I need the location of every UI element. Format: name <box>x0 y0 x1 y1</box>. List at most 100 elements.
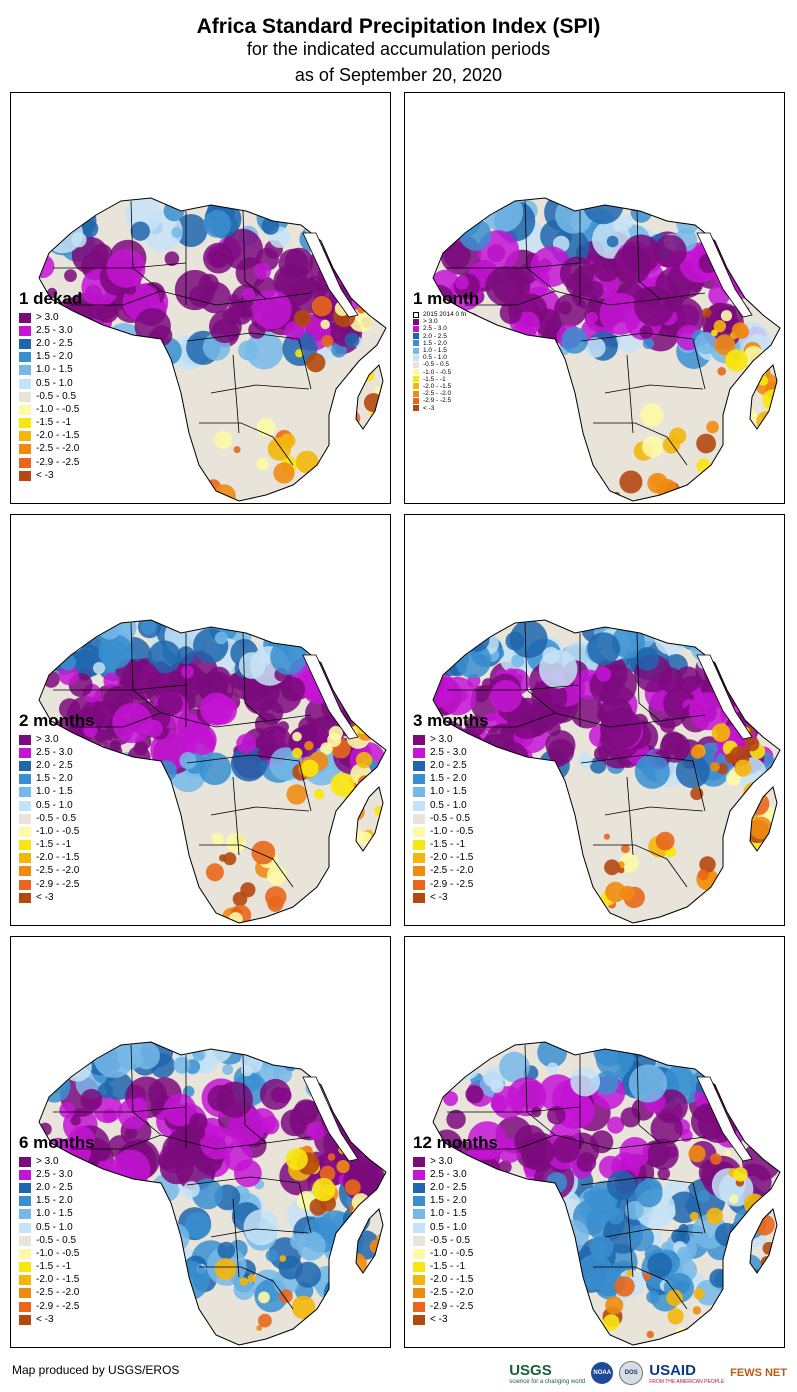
dry-anomaly-patch <box>750 360 768 378</box>
legend-label: < -3 <box>423 404 435 412</box>
wet-anomaly-patch <box>357 1100 379 1122</box>
dry-anomaly-patch <box>306 353 326 373</box>
wet-anomaly-patch <box>508 1236 540 1269</box>
credit-text: Map produced by USGS/EROS <box>12 1363 180 1377</box>
red-sea <box>302 654 359 740</box>
wet-anomaly-patch <box>80 1088 103 1111</box>
usaid-logo: USAID FROM THE AMERICAN PEOPLE <box>649 1362 724 1385</box>
legend-item: < -3 <box>19 891 79 904</box>
africa-map-6months <box>38 1041 387 1346</box>
wet-anomaly-patch <box>653 234 687 268</box>
logo-strip: USGS science for a changing world NOAA D… <box>509 1361 787 1385</box>
country-border <box>186 1176 300 1186</box>
wet-anomaly-patch <box>58 215 70 227</box>
dry-anomaly-patch <box>766 838 777 849</box>
country-border <box>604 1228 704 1238</box>
legend-item: -1.5 - -1 <box>413 376 466 383</box>
legend-label: > 3.0 <box>36 311 59 323</box>
legend-item: -2.5 - -2.0 <box>19 1287 79 1300</box>
wet-anomaly-patch <box>433 623 464 658</box>
legend-swatch <box>413 1262 425 1273</box>
wet-anomaly-patch <box>64 269 77 282</box>
wet-anomaly-patch <box>620 1107 641 1128</box>
wet-anomaly-patch <box>509 1197 539 1227</box>
legend-item: -1.0 - -0.5 <box>413 369 466 376</box>
country-border <box>465 290 556 306</box>
legend-label: -1.5 - -1 <box>36 417 72 429</box>
wet-anomaly-patch <box>160 1223 190 1253</box>
legend-swatch <box>19 774 31 785</box>
wet-anomaly-patch <box>634 753 670 789</box>
wet-anomaly-patch <box>489 680 523 713</box>
panel-label: 12 months <box>413 1133 499 1152</box>
wet-anomaly-patch <box>607 1116 625 1134</box>
wet-anomaly-patch <box>576 1254 614 1291</box>
legend-label: -1.0 - -0.5 <box>36 825 80 837</box>
legend-swatch <box>413 390 419 397</box>
legend-swatch <box>413 1301 425 1312</box>
dry-anomaly-patch <box>351 1193 370 1212</box>
dry-anomaly-patch <box>605 1296 624 1315</box>
dry-anomaly-patch <box>349 366 366 382</box>
dry-anomaly-patch <box>211 832 224 845</box>
legend-label: -2.9 - -2.5 <box>423 397 452 405</box>
country-border <box>554 290 706 306</box>
wet-anomaly-patch <box>297 620 334 648</box>
wet-anomaly-patch <box>433 1042 458 1067</box>
legend-item: 2.5 - 3.0 <box>19 746 79 759</box>
wet-anomaly-patch <box>119 1259 144 1284</box>
wet-anomaly-patch <box>262 621 283 642</box>
panel-label: 1 dekad <box>19 289 83 308</box>
dry-anomaly-patch <box>690 787 704 801</box>
legend-swatch <box>19 892 31 903</box>
map-date: as of September 20, 2020 <box>294 65 503 85</box>
legend-item: < -3 <box>413 404 466 412</box>
legend: > 3.0 2.5 - 3.0 2.0 - 2.5 1.5 - 2.0 1.0 - 1.… <box>413 1155 473 1326</box>
wet-anomaly-patch <box>433 1058 445 1073</box>
wet-anomaly-patch <box>90 1170 123 1203</box>
wet-anomaly-patch <box>757 1062 772 1077</box>
country-border <box>186 754 300 764</box>
country-border <box>53 1106 187 1113</box>
wet-anomaly-patch <box>149 1277 176 1304</box>
legend-label: 2.0 - 2.5 <box>430 1181 467 1193</box>
wet-anomaly-patch <box>654 623 687 655</box>
dry-anomaly-patch <box>746 792 770 816</box>
legend-swatch <box>19 391 31 402</box>
africa-map-2months <box>38 619 387 924</box>
legend-item: -1.5 - -1 <box>19 1261 79 1274</box>
wet-anomaly-patch <box>66 1052 84 1069</box>
noaa-logo-text: NOAA <box>593 1370 612 1376</box>
legend-label: -2.5 - -2.0 <box>430 865 474 877</box>
wet-anomaly-patch <box>303 620 341 651</box>
wet-anomaly-patch <box>482 1224 519 1262</box>
legend-swatch <box>19 365 31 376</box>
wet-anomaly-patch <box>545 316 562 333</box>
dry-anomaly-patch <box>699 471 716 488</box>
wet-anomaly-patch <box>364 688 376 699</box>
legend-label: < -3 <box>36 891 54 903</box>
wet-anomaly-patch <box>76 1045 93 1062</box>
wet-anomaly-patch <box>720 234 733 247</box>
legend-item: -1.0 - -0.5 <box>413 825 473 838</box>
legend-label: -2.0 - -1.5 <box>430 1274 474 1286</box>
wet-anomaly-patch <box>356 620 386 649</box>
legend-item: -1.0 - -0.5 <box>19 1247 79 1260</box>
legend-swatch <box>19 404 31 415</box>
wet-anomaly-patch <box>48 1042 84 1076</box>
wet-anomaly-patch <box>484 329 519 365</box>
legend-item: > 3.0 <box>413 733 473 746</box>
wet-anomaly-patch <box>433 640 447 658</box>
country-border <box>186 332 300 342</box>
legend-item: 1.0 - 1.5 <box>19 786 79 799</box>
wet-anomaly-patch <box>740 1042 762 1059</box>
wet-anomaly-patch <box>159 1265 188 1293</box>
legend-swatch <box>19 1156 31 1167</box>
legend-label: -1.0 - -0.5 <box>36 1247 80 1259</box>
wet-anomaly-patch <box>745 1058 757 1070</box>
country-border <box>604 384 704 394</box>
wet-anomaly-patch <box>557 1283 581 1307</box>
wet-anomaly-patch <box>257 747 270 760</box>
wet-anomaly-patch <box>44 198 77 226</box>
africa-map-12months <box>432 1041 781 1346</box>
